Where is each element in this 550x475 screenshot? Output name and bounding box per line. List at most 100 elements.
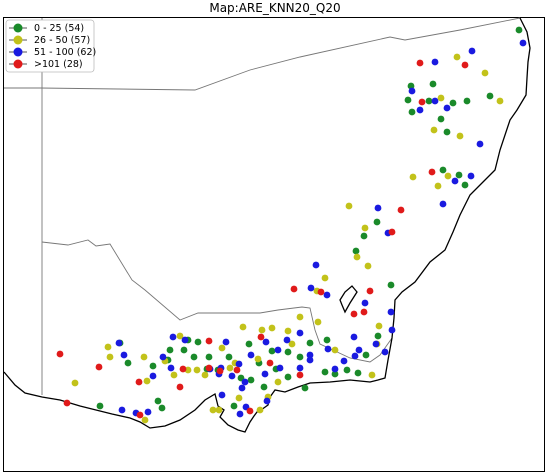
map-point	[306, 351, 314, 359]
map-point	[360, 232, 368, 240]
map-point	[124, 359, 132, 367]
map-point	[515, 26, 523, 34]
map-point	[230, 402, 238, 410]
map-point	[368, 371, 376, 379]
map-point	[373, 218, 381, 226]
legend-marker	[13, 23, 23, 33]
map-point	[366, 287, 374, 295]
map-point	[324, 345, 332, 353]
map-point	[215, 406, 223, 414]
map-point	[288, 340, 296, 348]
map-point	[374, 204, 382, 212]
map-point	[443, 128, 451, 136]
data-points	[56, 26, 527, 424]
map-point	[449, 99, 457, 107]
map-point	[169, 333, 177, 341]
map-point	[343, 366, 351, 374]
map-point	[345, 202, 353, 210]
map-point	[235, 394, 243, 402]
map-point	[118, 406, 126, 414]
map-point	[350, 310, 358, 318]
map-point	[261, 370, 269, 378]
map-point	[167, 364, 175, 372]
map-point	[340, 357, 348, 365]
map-point	[404, 96, 412, 104]
map-point	[284, 373, 292, 381]
map-point	[56, 350, 64, 358]
map-point	[307, 284, 315, 292]
map-point	[416, 106, 424, 114]
map-point	[375, 322, 383, 330]
map-point	[245, 340, 253, 348]
legend-item: 51 - 100 (62)	[9, 47, 96, 58]
map-point	[437, 115, 445, 123]
map-point	[431, 97, 439, 105]
map-point	[467, 172, 475, 180]
map-point	[180, 346, 188, 354]
legend-label: 26 - 50 (57)	[34, 35, 90, 46]
map-point	[218, 391, 226, 399]
map-point	[301, 384, 309, 392]
map-point	[364, 262, 372, 270]
map-point	[372, 340, 380, 348]
map-point	[96, 402, 104, 410]
map-point	[247, 351, 255, 359]
map-point	[222, 338, 230, 346]
legend-marker	[13, 47, 23, 57]
map-point	[149, 362, 157, 370]
map-point	[331, 346, 339, 354]
map-point	[468, 47, 476, 55]
map-point	[381, 348, 389, 356]
map-point	[323, 336, 331, 344]
map-point	[194, 338, 202, 346]
legend-label: 0 - 25 (54)	[34, 23, 84, 34]
map-point	[236, 410, 244, 418]
map-point	[247, 376, 255, 384]
map-point	[306, 339, 314, 347]
map-point	[374, 332, 382, 340]
map-point	[268, 347, 276, 355]
map-point	[176, 332, 184, 340]
map-point	[353, 253, 361, 261]
map-point	[416, 59, 424, 67]
legend-item: 0 - 25 (54)	[9, 23, 84, 34]
map-point	[444, 172, 452, 180]
map-point	[456, 132, 464, 140]
map-point	[233, 366, 241, 374]
map-point	[225, 353, 233, 361]
map-point	[314, 318, 322, 326]
map-point	[274, 378, 282, 386]
map-point	[176, 383, 184, 391]
map-point	[519, 39, 527, 47]
map-point	[104, 343, 112, 351]
map-point	[170, 371, 178, 379]
map-point	[181, 336, 189, 344]
map-point	[439, 200, 447, 208]
map-point	[284, 348, 292, 356]
map-point	[263, 397, 271, 405]
map-title: Map:ARE_KNN20_Q20	[209, 1, 341, 15]
map-point	[135, 378, 143, 386]
region-boundaries	[4, 17, 521, 395]
map-point	[331, 365, 339, 373]
map-point	[149, 372, 157, 380]
map-point	[306, 356, 314, 364]
map-point	[71, 379, 79, 387]
map-point	[463, 97, 471, 105]
map-point	[388, 228, 396, 236]
map-point	[246, 407, 254, 415]
map-point	[158, 404, 166, 412]
map-point	[317, 288, 325, 296]
map-point	[439, 166, 447, 174]
map-point	[361, 299, 369, 307]
map-point	[331, 370, 339, 378]
map-point	[209, 406, 217, 414]
map-point	[257, 333, 265, 341]
map-point	[216, 367, 224, 375]
map-point	[205, 337, 213, 345]
map-point	[352, 247, 360, 255]
map-point	[141, 416, 149, 424]
map-point	[254, 355, 262, 363]
map-point	[437, 94, 445, 102]
